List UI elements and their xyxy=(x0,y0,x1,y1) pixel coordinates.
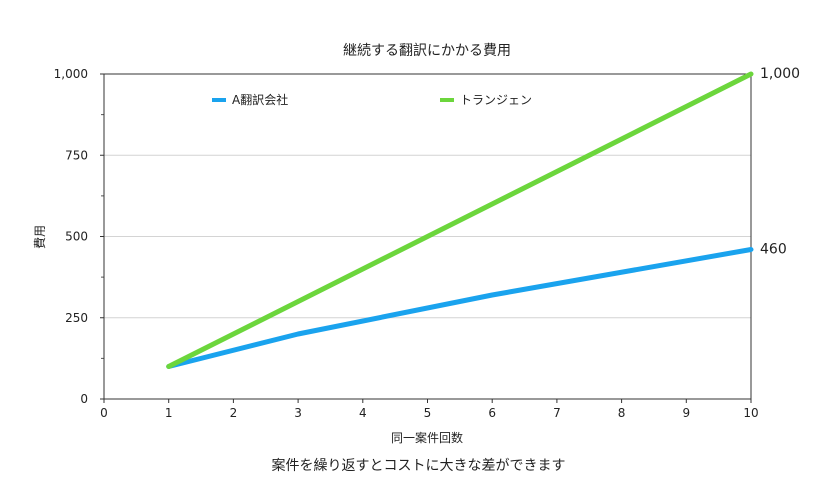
x-tick-label: 5 xyxy=(424,406,432,420)
series-end-label: 460 xyxy=(760,242,787,258)
chart-caption: 案件を繰り返すとコストに大きな差ができます xyxy=(271,458,566,474)
y-axis-label: 費用 xyxy=(32,225,47,249)
series-line-1 xyxy=(166,247,754,369)
x-tick-label: 4 xyxy=(359,406,367,420)
x-tick-label: 10 xyxy=(743,406,758,420)
grid-lines xyxy=(104,73,751,319)
y-tick-label: 0 xyxy=(80,392,88,406)
x-tick-label: 8 xyxy=(618,406,626,420)
tick-labels: 0 250 500 750 1,000 0 1 2 3 4 5 6 7 8 9 10 xyxy=(54,67,759,420)
series-lines xyxy=(166,71,754,369)
x-tick-label: 6 xyxy=(488,406,496,420)
x-tick-label: 0 xyxy=(100,406,108,420)
chart-title: 継続する翻訳にかかる費用 xyxy=(343,42,511,59)
x-tick-label: 1 xyxy=(165,406,173,420)
x-tick-label: 9 xyxy=(682,406,690,420)
end-labels: 460 1,000 xyxy=(760,66,800,258)
legend-label: A翻訳会社 xyxy=(232,92,288,107)
legend: A翻訳会社 トランジェン xyxy=(212,92,532,107)
line-chart: 継続する翻訳にかかる費用 0 250 500 750 1,000 0 1 2 3 4 5 6 7 8 9 10… xyxy=(32,42,800,445)
y-tick-label: 250 xyxy=(65,311,88,325)
x-tick-label: 3 xyxy=(294,406,302,420)
series-end-label: 1,000 xyxy=(760,66,800,82)
y-tick-label: 750 xyxy=(65,148,88,162)
x-axis-label: 同一案件回数 xyxy=(391,430,463,445)
axes xyxy=(100,73,752,403)
legend-label: トランジェン xyxy=(460,93,532,107)
x-tick-label: 2 xyxy=(230,406,238,420)
series-line-2 xyxy=(166,71,754,369)
x-tick-label: 7 xyxy=(553,406,561,420)
y-tick-label: 500 xyxy=(65,230,88,244)
y-tick-label: 1,000 xyxy=(54,67,88,81)
